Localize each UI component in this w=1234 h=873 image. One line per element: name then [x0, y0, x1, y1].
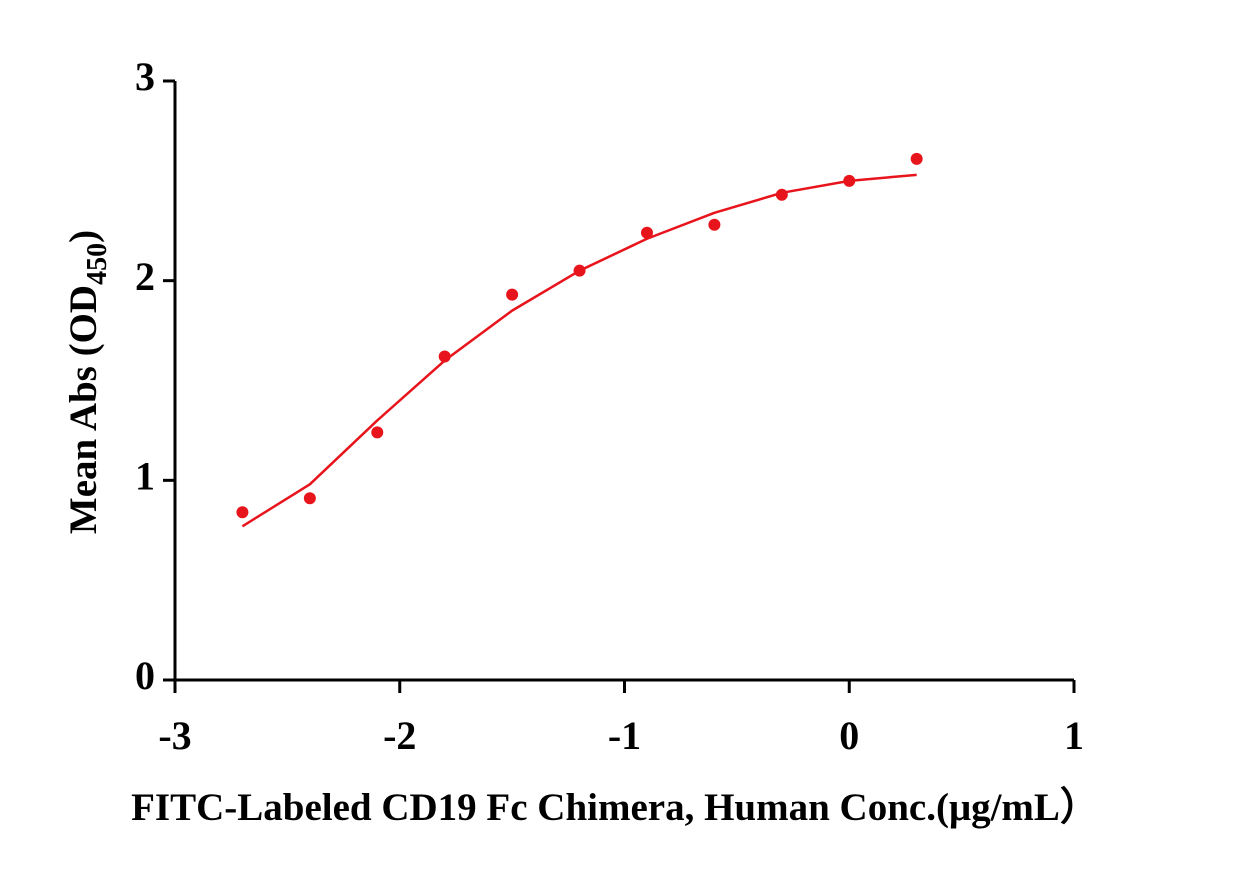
- data-point: [236, 506, 249, 519]
- y-axis-label-subscript: 450: [82, 243, 113, 285]
- x-tick-label: 1: [1064, 713, 1084, 758]
- x-axis-label: FITC-Labeled CD19 Fc Chimera, Human Conc…: [131, 786, 1099, 829]
- y-axis-label: Mean Abs (OD450): [62, 230, 113, 534]
- data-point: [910, 152, 923, 165]
- x-tick-label: -1: [608, 713, 641, 758]
- y-tick-label: 1: [135, 454, 155, 499]
- x-tick-label: -2: [383, 713, 416, 758]
- data-point: [506, 288, 519, 301]
- data-point: [708, 218, 721, 231]
- y-axis-label-main: Mean Abs (OD: [62, 285, 105, 534]
- y-tick-label: 2: [135, 254, 155, 299]
- y-tick-label: 3: [135, 54, 155, 99]
- data-point: [640, 226, 653, 239]
- data-point: [371, 426, 384, 439]
- fit-curve: [241, 173, 917, 528]
- x-tick-label: 0: [839, 713, 859, 758]
- data-point: [303, 492, 316, 505]
- y-tick-label: 0: [135, 653, 155, 698]
- x-tick-label: -3: [158, 713, 191, 758]
- y-axis-label-tail: ): [62, 230, 105, 243]
